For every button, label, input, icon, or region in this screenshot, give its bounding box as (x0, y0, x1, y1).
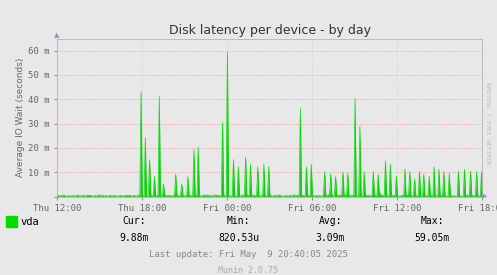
Text: Max:: Max: (420, 216, 444, 226)
Title: Disk latency per device - by day: Disk latency per device - by day (168, 24, 371, 37)
Text: Last update: Fri May  9 20:40:05 2025: Last update: Fri May 9 20:40:05 2025 (149, 250, 348, 259)
Text: Avg:: Avg: (319, 216, 342, 226)
Text: ▶: ▶ (482, 194, 488, 200)
Y-axis label: Average IO Wait (seconds): Average IO Wait (seconds) (16, 58, 25, 177)
Text: 820.53u: 820.53u (218, 233, 259, 243)
Text: Min:: Min: (227, 216, 250, 226)
Text: vda: vda (21, 217, 40, 227)
Text: Munin 2.0.75: Munin 2.0.75 (219, 266, 278, 274)
Text: 3.09m: 3.09m (316, 233, 345, 243)
Text: 59.05m: 59.05m (415, 233, 450, 243)
Text: RRDTOOL / TOBI OETIKER: RRDTOOL / TOBI OETIKER (486, 82, 491, 165)
Text: ▲: ▲ (55, 32, 60, 38)
Text: Cur:: Cur: (122, 216, 146, 226)
Text: 9.88m: 9.88m (119, 233, 149, 243)
